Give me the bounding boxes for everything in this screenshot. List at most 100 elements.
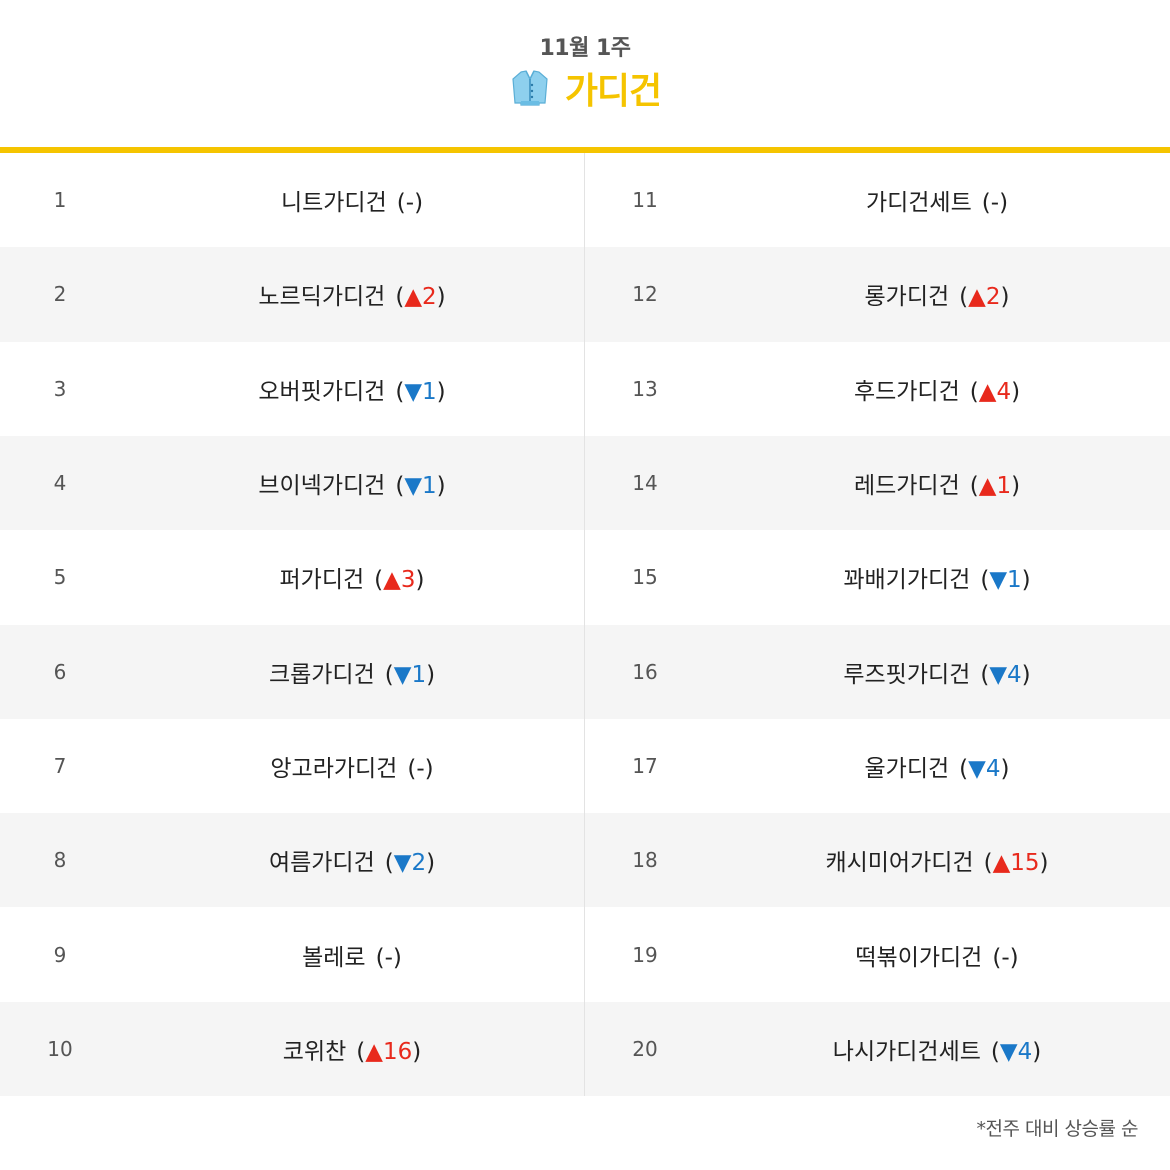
down-arrow-icon: ▼ (393, 661, 412, 688)
ranking-entry[interactable]: 캐시미어가디건 (▲15) (717, 843, 1157, 877)
table-row: 8 여름가디건 (▼2) 18 캐시미어가디건 (▲15) (0, 813, 1170, 908)
paren-open: ( (395, 284, 405, 311)
change-value: 1 (996, 473, 1012, 500)
rank-number: 9 (53, 942, 67, 967)
change-value: - (1001, 944, 1010, 971)
rank-number: 17 (632, 753, 658, 778)
change-value: - (990, 190, 1000, 217)
paren-close: ) (436, 473, 446, 500)
paren-close: ) (1021, 567, 1031, 594)
paren-close: ) (426, 661, 436, 688)
change-value: - (405, 190, 415, 217)
paren-open: ( (981, 190, 991, 217)
rank-number: 15 (632, 565, 658, 590)
rank-number: 14 (632, 471, 658, 496)
keyword-label: 니트가디건 (280, 190, 387, 217)
table-row: 4 브이넥가디건 (▼1) 14 레드가디건 (▲1) (0, 435, 1170, 531)
rank-number: 11 (632, 188, 658, 213)
ranking-entry[interactable]: 오버핏가디건 (▼1) (132, 372, 572, 406)
keyword-label: 캐시미어가디건 (825, 850, 974, 877)
keyword-label: 후드가디건 (853, 378, 960, 405)
change-value: 15 (1010, 850, 1040, 877)
rank-change: (▲15) (984, 850, 1049, 876)
keyword-label: 브이넥가디건 (258, 473, 386, 500)
ranking-entry[interactable]: 브이넥가디건 (▼1) (132, 466, 572, 500)
table-row: 10 코위찬 (▲16) 20 나시가디건세트 (▼4) (0, 1001, 1170, 1096)
ranking-entry[interactable]: 니트가디건 (-) (132, 183, 572, 217)
rank-number: 3 (53, 376, 67, 401)
keyword-label: 코위찬 (282, 1038, 347, 1065)
ranking-entry[interactable]: 롱가디건 (▲2) (717, 277, 1157, 311)
rank-number: 13 (632, 376, 658, 401)
rank-change: (▲16) (356, 1039, 421, 1065)
ranking-entry[interactable]: 크롭가디건 (▼1) (132, 655, 572, 689)
title-group: 가디건 (0, 62, 1170, 114)
keyword-label: 크롭가디건 (268, 661, 375, 688)
change-value: 2 (411, 850, 427, 877)
paren-close: ) (999, 190, 1009, 217)
rank-change: (▲2) (959, 284, 1009, 310)
ranking-entry[interactable]: 앙고라가디건 (-) (132, 749, 572, 783)
ranking-entry[interactable]: 루즈핏가디건 (▼4) (717, 655, 1157, 689)
paren-close: ) (415, 567, 425, 594)
paren-open: ( (983, 850, 993, 877)
change-value: 4 (985, 755, 1001, 782)
down-arrow-icon: ▼ (404, 378, 423, 405)
ranking-entry[interactable]: 떡볶이가디건 (-) (717, 938, 1157, 972)
keyword-label: 나시가디건세트 (832, 1038, 981, 1065)
rank-change: (▼1) (385, 662, 435, 688)
paren-open: ( (384, 850, 394, 877)
paren-close: ) (412, 1038, 422, 1065)
paren-open: ( (395, 378, 405, 405)
ranking-entry[interactable]: 코위찬 (▲16) (132, 1032, 572, 1066)
ranking-entry[interactable]: 후드가디건 (▲4) (717, 372, 1157, 406)
change-value: 4 (1017, 1038, 1033, 1065)
keyword-label: 가디건세트 (865, 190, 972, 217)
ranking-entry[interactable]: 꽈배기가디건 (▼1) (717, 560, 1157, 594)
table-row: 2 노르딕가디건 (▲2) 12 롱가디건 (▲2) (0, 247, 1170, 342)
keyword-label: 떡볶이가디건 (855, 944, 983, 971)
down-arrow-icon: ▼ (968, 755, 986, 782)
ranking-entry[interactable]: 퍼가디건 (▲3) (132, 560, 572, 594)
ranking-entry[interactable]: 울가디건 (▼4) (717, 749, 1157, 783)
cardigan-icon (509, 67, 551, 109)
rank-number: 5 (53, 565, 67, 590)
keyword-label: 레드가디건 (853, 473, 960, 500)
keyword-label: 퍼가디건 (279, 567, 365, 594)
footnote: *전주 대비 상승률 순 (976, 1118, 1139, 1140)
up-arrow-icon: ▲ (978, 473, 997, 500)
rank-change: (-) (407, 756, 433, 782)
paren-open: ( (969, 378, 979, 405)
rank-change: (▲1) (970, 473, 1020, 499)
rank-change: (-) (376, 945, 402, 971)
paren-open: ( (959, 755, 969, 782)
paren-open: ( (990, 1038, 1000, 1065)
ranking-entry[interactable]: 나시가디건세트 (▼4) (717, 1032, 1157, 1066)
paren-close: ) (1032, 1038, 1042, 1065)
change-value: 1 (1007, 567, 1022, 594)
paren-open: ( (407, 755, 417, 782)
rank-number: 10 (47, 1036, 73, 1061)
ranking-entry[interactable]: 레드가디건 (▲1) (717, 466, 1157, 500)
ranking-entry[interactable]: 볼레로 (-) (132, 938, 572, 972)
up-arrow-icon: ▲ (365, 1038, 383, 1065)
ranking-entry[interactable]: 여름가디건 (▼2) (132, 843, 572, 877)
paren-close: ) (392, 944, 402, 971)
keyword-label: 앙고라가디건 (270, 755, 398, 782)
rank-number: 1 (53, 188, 67, 213)
keyword-label: 여름가디건 (268, 850, 375, 877)
title-divider (0, 147, 1170, 153)
rank-change: (-) (397, 190, 423, 216)
ranking-entry[interactable]: 노르딕가디건 (▲2) (132, 277, 572, 311)
paren-close: ) (1011, 473, 1021, 500)
rank-change: (▼1) (395, 379, 445, 405)
table-row: 3 오버핏가디건 (▼1) 13 후드가디건 (▲4) (0, 342, 1170, 436)
up-arrow-icon: ▲ (383, 567, 401, 594)
up-arrow-icon: ▲ (992, 850, 1011, 877)
table-row: 9 볼레로 (-) 19 떡볶이가디건 (-) (0, 907, 1170, 1001)
rank-change: (-) (992, 945, 1018, 971)
ranking-entry[interactable]: 가디건세트 (-) (717, 183, 1157, 217)
paren-close: ) (1000, 284, 1010, 311)
keyword-label: 루즈핏가디건 (843, 661, 971, 688)
keyword-label: 볼레로 (302, 944, 366, 971)
